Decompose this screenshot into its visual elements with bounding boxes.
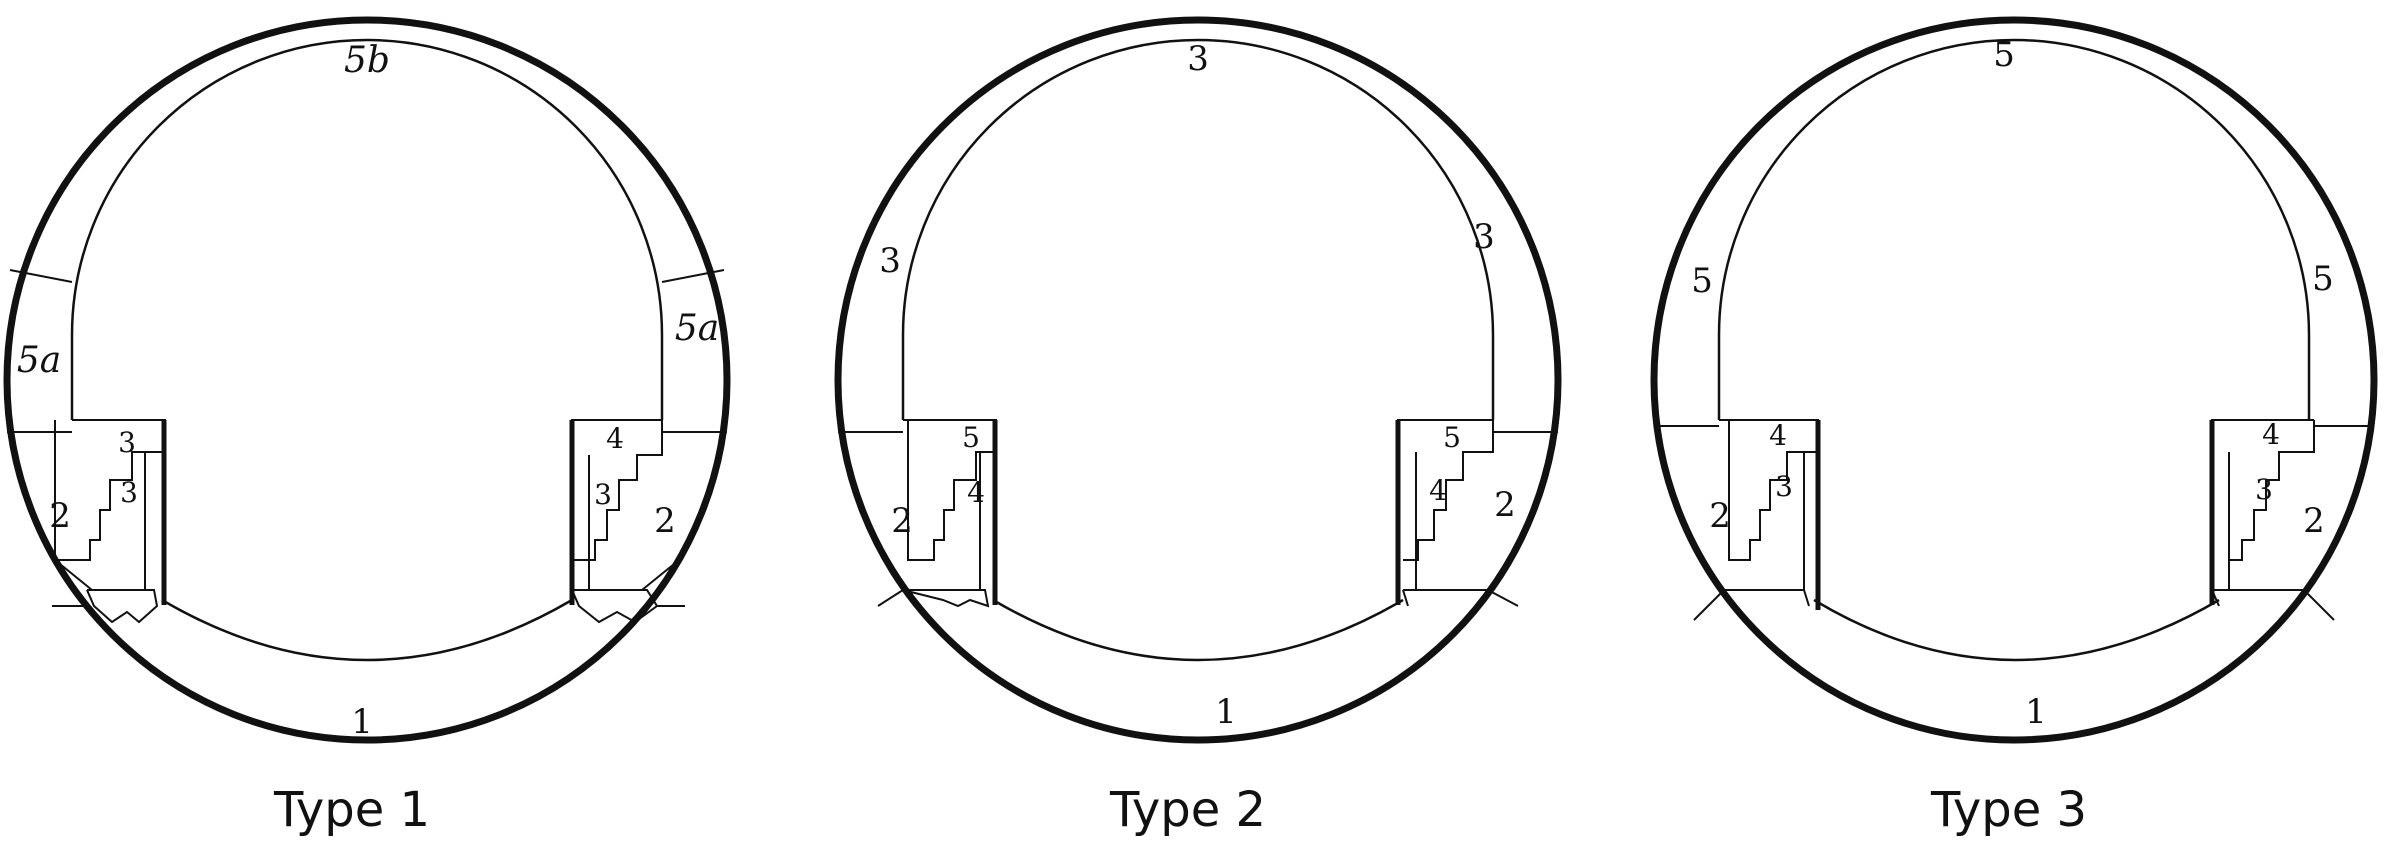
outer-ring (1650, 16, 2378, 744)
segment-label: 4 (967, 476, 985, 509)
left-bench-outline (54, 419, 166, 561)
segment-joint (9, 269, 73, 283)
segment-label: 1 (351, 702, 373, 742)
left-footing-joint (52, 589, 159, 624)
segment-label: 5b (344, 40, 390, 81)
segment-label: 2 (1709, 496, 1731, 536)
right-footing-joint (2211, 589, 2335, 621)
segment-label: 3 (2255, 473, 2273, 506)
outer-ring (834, 16, 1562, 744)
segment-label: 1 (1215, 692, 1237, 732)
segment-label: 3 (1473, 217, 1495, 257)
inner-opening (70, 38, 664, 420)
segment-joint (54, 559, 93, 591)
segment-label: 2 (2303, 501, 2325, 541)
segment-label: 2 (1494, 485, 1516, 525)
segment-label: 3 (1775, 470, 1793, 503)
left-footing-joint (877, 589, 990, 608)
segment-label: 4 (1769, 419, 1787, 452)
tunnel-section-type-2: 3 3 3 5 5 4 4 2 2 1 Type 2 (834, 16, 1562, 838)
inner-invert (161, 598, 573, 662)
segment-label: 3 (1187, 39, 1209, 79)
inner-opening (1717, 38, 2311, 420)
tunnel-section-type-1: 5b 5a 5a 3 4 3 3 2 2 1 Type 1 (3, 16, 731, 838)
segment-label: 5 (1443, 421, 1461, 454)
segment-label: 2 (654, 501, 676, 541)
right-footing-joint (570, 589, 685, 624)
segment-label: 3 (594, 478, 612, 511)
left-bench-back (144, 452, 154, 591)
segment-label: 2 (49, 496, 71, 536)
segment-label: 1 (2025, 692, 2047, 732)
inner-opening (901, 38, 1495, 420)
segment-label: 5a (675, 308, 719, 349)
segment-label: 3 (118, 426, 136, 459)
segment-label: 5 (1993, 35, 2015, 75)
inner-invert (992, 598, 1404, 662)
segment-label: 5 (962, 421, 980, 454)
segment-label: 5 (2312, 259, 2334, 299)
inner-invert (1813, 598, 2220, 662)
segment-label: 3 (120, 476, 138, 509)
segment-label: 5a (17, 340, 61, 381)
segment-label: 3 (879, 241, 901, 281)
segment-label: 4 (2262, 418, 2280, 451)
segment-label: 2 (891, 501, 913, 541)
segment-label: 4 (606, 422, 624, 455)
outer-ring (3, 16, 731, 744)
tunnel-section-type-3: 5 5 5 4 4 3 3 2 2 1 Type 3 (1650, 16, 2378, 838)
diagram-caption: Type 2 (1109, 782, 1266, 838)
right-footing-joint (1402, 589, 1519, 607)
diagram-caption: Type 1 (273, 782, 430, 838)
segment-label: 5 (1691, 261, 1713, 301)
diagram-caption: Type 3 (1930, 782, 2087, 838)
segment-joint (661, 269, 725, 283)
segment-label: 4 (1429, 474, 1447, 507)
left-footing-joint (1693, 589, 1810, 621)
segment-joint (641, 559, 680, 591)
